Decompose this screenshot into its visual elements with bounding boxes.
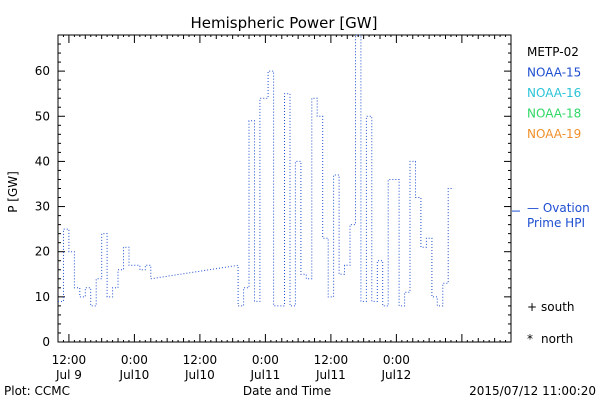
y-tick-label: 20 (35, 245, 50, 259)
x-tick-label-date: Jul11 (315, 368, 346, 382)
south-marker-label: south (541, 300, 575, 314)
legend-entry: NOAA-19 (527, 127, 581, 141)
ovation-hpi-label: — Ovation Prime HPI (512, 201, 590, 230)
legend-entry: NOAA-16 (527, 86, 581, 100)
legend: METP-02 NOAA-15 NOAA-16 NOAA-18 NOAA-19 (527, 45, 581, 141)
y-tick-label: 40 (35, 154, 50, 168)
y-axis-label: P [GW] (6, 171, 20, 213)
south-marker-symbol: + (527, 300, 537, 314)
footer-axis-title: Date and Time (243, 384, 331, 398)
marker-legend: + south * north (527, 300, 575, 346)
north-marker-label: north (541, 332, 573, 346)
x-tick-label-time: 0:00 (383, 353, 410, 367)
y-tick-label: 30 (35, 200, 50, 214)
x-tick-label-time: 0:00 (121, 353, 148, 367)
footer-timestamp: 2015/07/12 11:00:20 (469, 384, 596, 398)
x-tick-label-date: Jul10 (184, 368, 215, 382)
legend-entry: METP-02 (527, 45, 579, 59)
legend-entry: NOAA-18 (527, 107, 581, 121)
x-tick-label-date: Jul12 (381, 368, 412, 382)
x-tick-label-time: 12:00 (314, 353, 349, 367)
footer-plot-source: Plot: CCMC (4, 384, 70, 398)
plot-frame (57, 34, 512, 343)
y-tick-label: 60 (35, 64, 50, 78)
chart-title: Hemispheric Power [GW] (191, 14, 378, 32)
x-tick-label-time: 12:00 (183, 353, 218, 367)
x-tick-label-time: 12:00 (52, 353, 87, 367)
x-tick-label-time: 0:00 (252, 353, 279, 367)
x-tick-label-date: Jul 9 (55, 368, 82, 382)
hpi-label-line1: — Ovation (527, 201, 590, 215)
hpi-label-line2: Prime HPI (527, 216, 585, 230)
y-axis: 0 10 20 30 40 50 60 (35, 34, 511, 349)
y-tick-label: 10 (35, 290, 50, 304)
series-layer (58, 34, 454, 307)
north-marker-symbol: * (527, 332, 533, 346)
y-tick-label: 0 (42, 335, 50, 349)
x-tick-label-date: Jul10 (119, 368, 150, 382)
series-line-ovation-hpi (58, 34, 454, 307)
y-tick-label: 50 (35, 109, 50, 123)
legend-entry: NOAA-15 (527, 66, 581, 80)
x-tick-label-date: Jul11 (250, 368, 281, 382)
